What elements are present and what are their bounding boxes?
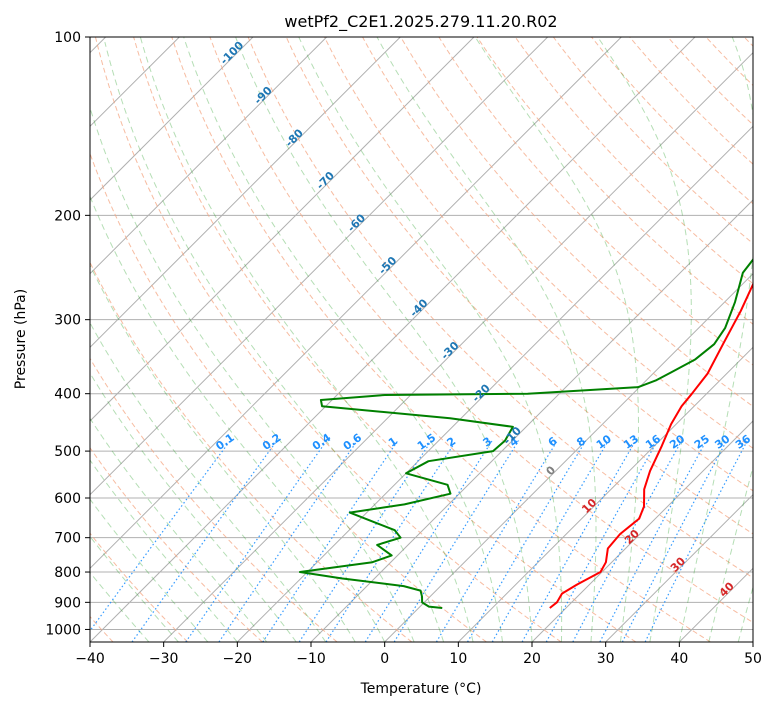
mixing-ratio-line (644, 440, 748, 642)
y-tick-label: 200 (54, 208, 81, 224)
dry-adiabat-line (90, 532, 189, 642)
moist-adiabat-line (104, 41, 445, 642)
moist-adiabat-line (90, 498, 209, 642)
isotherm-line (531, 420, 753, 642)
x-tick-label: 20 (523, 651, 541, 667)
mixing-ratio-line (218, 440, 358, 642)
dry-adiabat-line (438, 37, 753, 366)
dry-adiabat-line (90, 261, 413, 642)
y-tick-label: 300 (54, 313, 81, 329)
isotherm-line (384, 272, 753, 642)
moist-adiabat-line (708, 464, 753, 642)
isotherm-line (90, 37, 401, 349)
isotherm-line (605, 493, 753, 642)
y-tick-label: 400 (54, 387, 81, 403)
plot-frame (89, 36, 754, 643)
mixing-ratio-line (466, 440, 587, 642)
mixing-ratio-line (572, 440, 683, 642)
dry-adiabat-line (323, 37, 753, 492)
dry-adiabat-line (400, 37, 753, 408)
isotherm-line (90, 37, 696, 642)
moist-adiabat-line (678, 37, 753, 642)
mixing-ratio-line (131, 440, 278, 642)
dewpoint-line (298, 258, 753, 609)
isotherm-line (90, 37, 622, 570)
mixing-ratio-line (185, 440, 328, 642)
moist-adiabat-line (376, 37, 597, 642)
mixing-ratio-line (298, 440, 432, 642)
moist-adiabat-line (597, 37, 692, 642)
y-tick-label: 700 (54, 531, 81, 547)
dry-adiabat-line (90, 446, 263, 642)
mixing-ratio-line (393, 440, 520, 642)
dry-adiabat-line (133, 37, 637, 642)
y-tick-label: 600 (54, 491, 81, 507)
moist-adiabat-line (90, 417, 268, 642)
mixing-ratio-line (545, 440, 659, 642)
x-tick-label: 40 (670, 651, 688, 667)
x-tick-label: −40 (75, 651, 105, 667)
x-tick-label: 50 (744, 651, 762, 667)
y-tick-label: 1000 (45, 622, 81, 638)
moist-adiabat-line (235, 37, 533, 642)
x-tick-label: −30 (149, 651, 179, 667)
dry-adiabat-line (90, 152, 487, 642)
mixing-ratio-line (262, 440, 399, 642)
isotherm-line (90, 37, 254, 201)
isotherm-line (236, 125, 753, 642)
chart-title: wetPf2_C2E1.2025.279.11.20.R02 (284, 12, 557, 32)
isotherm-line (457, 346, 753, 642)
x-axis-label: Temperature (°C) (360, 681, 482, 697)
moist-adiabat-line (90, 264, 356, 642)
dry-adiabat-line (247, 37, 753, 579)
isotherm-line (163, 51, 753, 642)
mixing-ratio-line (435, 440, 558, 642)
x-tick-label: 0 (380, 651, 389, 667)
isotherm-line (90, 37, 549, 496)
y-tick-label: 500 (54, 444, 81, 460)
x-tick-label: 10 (449, 651, 467, 667)
dry-adiabat-line (94, 37, 562, 642)
x-tick-label: 30 (597, 651, 615, 667)
isotherm-line (90, 37, 475, 422)
mixing-ratio-line (521, 440, 637, 642)
y-tick-label: 900 (54, 595, 81, 611)
moist-adiabat-line (90, 195, 386, 642)
moist-adiabat-line (90, 372, 297, 642)
moist-adiabat-line (474, 37, 639, 642)
dry-adiabat-line (514, 37, 753, 285)
x-tick-label: −20 (223, 651, 253, 667)
x-tick-label: −10 (296, 651, 326, 667)
temperature-line (549, 281, 753, 609)
y-axis-label: Pressure (hPa) (13, 289, 29, 389)
moist-adiabat-line (90, 106, 415, 642)
mixing-ratio-line (364, 440, 493, 642)
y-tick-label: 800 (54, 565, 81, 581)
isotherm-line (90, 37, 328, 275)
y-tick-label: 100 (54, 30, 81, 46)
moist-adiabat-line (90, 321, 327, 642)
moist-adiabat-line (90, 459, 238, 642)
moist-adiabat-line (139, 37, 474, 642)
dry-adiabat-line (90, 357, 338, 642)
moist-adiabat-line (737, 585, 753, 642)
dry-adiabat-line (171, 37, 711, 642)
moist-adiabat-line (298, 37, 563, 642)
mixing-ratio-line (90, 440, 231, 632)
dry-adiabat-line (209, 37, 753, 624)
moist-adiabat-line (183, 37, 504, 642)
